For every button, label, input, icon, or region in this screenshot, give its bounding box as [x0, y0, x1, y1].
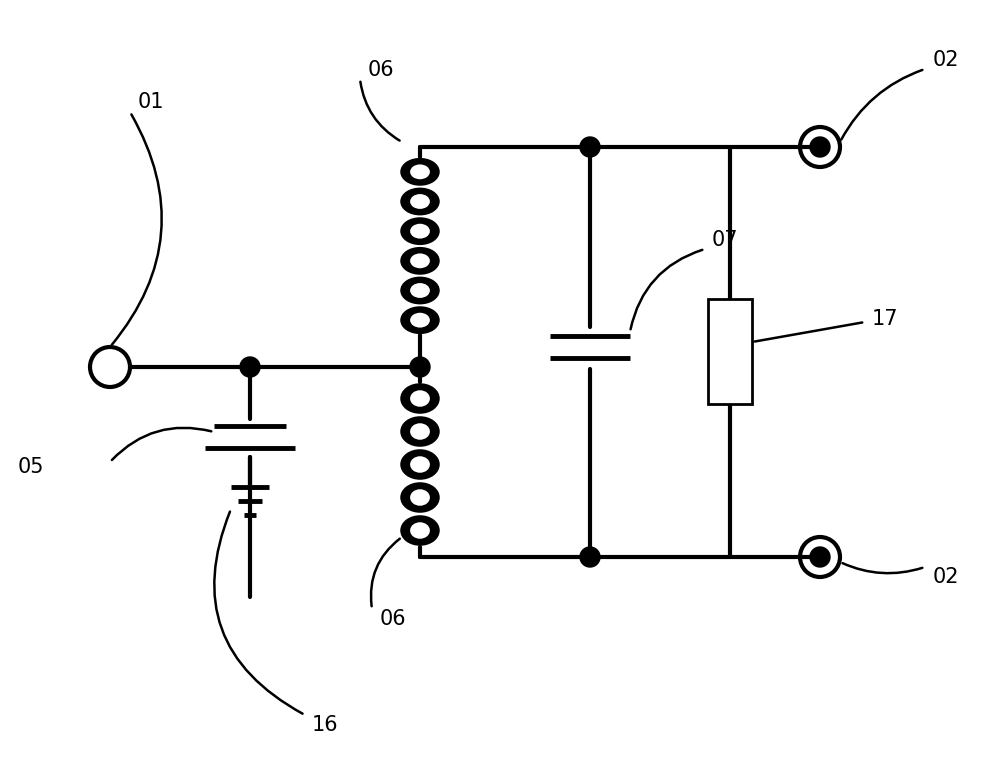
Ellipse shape — [402, 385, 438, 412]
Ellipse shape — [410, 283, 430, 298]
Ellipse shape — [402, 219, 438, 243]
Text: 02: 02 — [933, 567, 960, 587]
Ellipse shape — [402, 249, 438, 273]
Ellipse shape — [410, 194, 430, 209]
Ellipse shape — [402, 189, 438, 214]
Ellipse shape — [402, 418, 438, 445]
Text: 07: 07 — [712, 230, 738, 250]
Ellipse shape — [402, 278, 438, 303]
Text: 16: 16 — [312, 715, 339, 735]
Ellipse shape — [410, 423, 430, 439]
Circle shape — [580, 547, 600, 567]
Ellipse shape — [402, 484, 438, 511]
Circle shape — [810, 547, 830, 567]
Circle shape — [580, 137, 600, 157]
Ellipse shape — [410, 489, 430, 505]
Ellipse shape — [410, 253, 430, 268]
Bar — [708, 299, 752, 404]
Text: 06: 06 — [368, 60, 395, 80]
Ellipse shape — [402, 451, 438, 478]
Ellipse shape — [410, 164, 430, 179]
Circle shape — [410, 357, 430, 377]
Ellipse shape — [410, 522, 430, 538]
Ellipse shape — [402, 160, 438, 184]
Ellipse shape — [402, 517, 438, 544]
Circle shape — [240, 357, 260, 377]
Ellipse shape — [402, 308, 438, 332]
Ellipse shape — [410, 313, 430, 328]
Circle shape — [810, 137, 830, 157]
Ellipse shape — [410, 456, 430, 472]
Text: 17: 17 — [872, 309, 899, 329]
Text: 02: 02 — [933, 50, 960, 70]
Text: 01: 01 — [138, 92, 164, 112]
Text: 05: 05 — [18, 457, 44, 477]
Text: 06: 06 — [380, 609, 407, 629]
Ellipse shape — [410, 390, 430, 407]
Ellipse shape — [410, 224, 430, 239]
